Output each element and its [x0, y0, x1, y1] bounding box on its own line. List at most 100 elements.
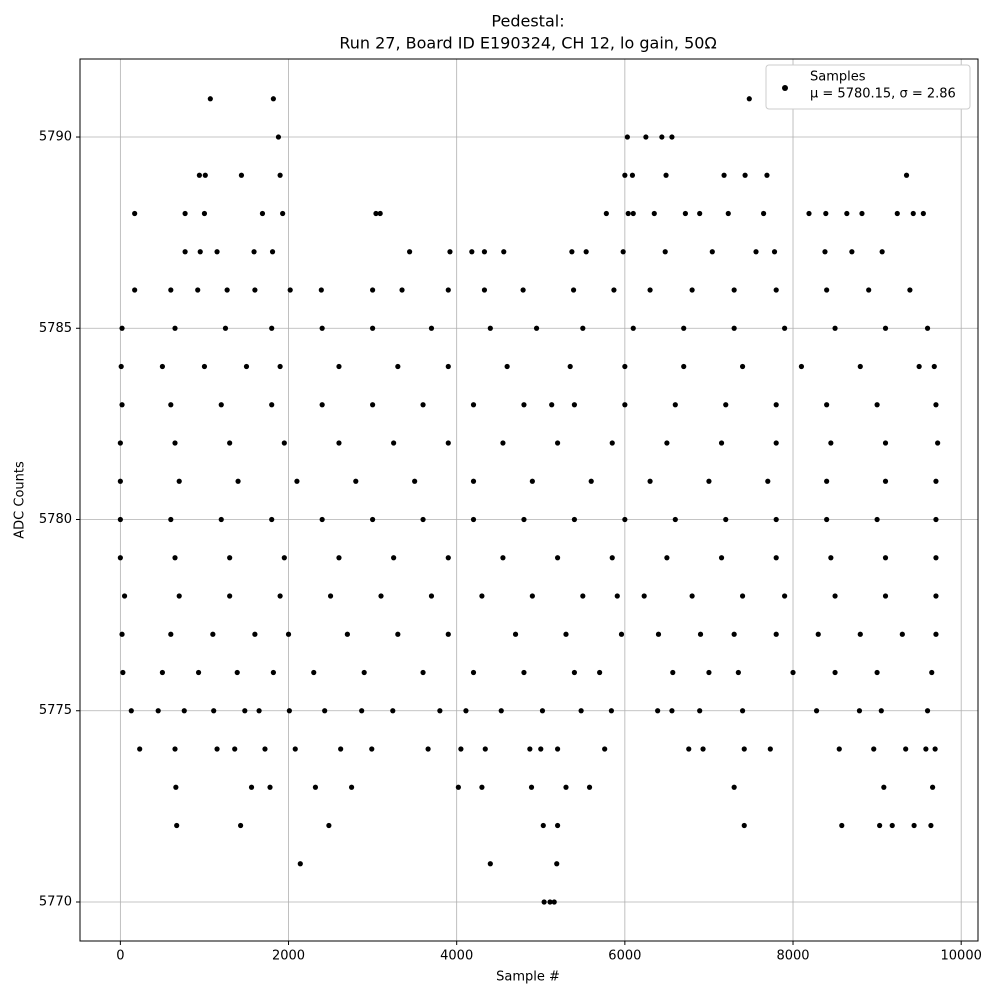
sample-point [270, 96, 276, 102]
sample-point [277, 593, 283, 599]
sample-point [262, 746, 268, 752]
y-tick-label: 5775 [39, 703, 72, 718]
sample-point [824, 516, 830, 523]
sample-point [173, 784, 179, 790]
sample-point [197, 249, 203, 255]
sample-point [252, 631, 258, 637]
sample-point [252, 287, 258, 293]
sample-point [741, 746, 747, 752]
sample-point [437, 708, 443, 714]
sample-point [824, 402, 830, 408]
sample-point [361, 669, 367, 676]
sample-point [554, 861, 560, 867]
y-tick-label: 5785 [39, 321, 72, 336]
sample-point [882, 440, 889, 446]
sample-point [664, 555, 670, 561]
sample-point [882, 325, 889, 331]
sample-point [119, 325, 125, 331]
sample-point [824, 478, 830, 484]
sample-point [773, 516, 779, 523]
sample-point [218, 402, 224, 408]
sample-point [910, 210, 916, 217]
sample-point [689, 287, 695, 293]
sample-point [725, 210, 731, 217]
sample-point [445, 287, 451, 293]
sample-point [326, 822, 332, 829]
sample-point [823, 210, 829, 217]
sample-point [597, 669, 603, 676]
sample-point [771, 249, 778, 255]
plot-frame [79, 58, 979, 942]
sample-point [286, 708, 292, 714]
sample-point [815, 631, 821, 637]
sample-point [277, 172, 283, 178]
legend-entry: Samples [810, 70, 866, 85]
sample-point [227, 555, 233, 561]
sample-point [181, 708, 187, 714]
sample-point [370, 287, 376, 293]
sample-point [174, 822, 180, 829]
sample-point [232, 746, 238, 752]
sample-point [718, 440, 725, 446]
sample-point [871, 746, 877, 752]
sample-point [813, 708, 820, 714]
sample-point [155, 708, 161, 714]
sample-point [512, 631, 519, 637]
legend-marker [782, 85, 788, 91]
sample-point [235, 478, 241, 484]
sample-point [336, 555, 342, 561]
sample-point [455, 784, 461, 790]
sample-point [234, 669, 240, 676]
legend: Samples μ = 5780.15, σ = 2.86 [765, 64, 971, 110]
sample-point [549, 402, 555, 408]
y-axis-label: ADC Counts [13, 461, 28, 539]
sample-point [520, 287, 526, 293]
sample-point [629, 172, 636, 178]
sample-point [172, 325, 178, 331]
sample-point [445, 440, 451, 446]
sample-point [697, 210, 703, 217]
sample-point [117, 516, 123, 523]
sample-point [420, 402, 426, 408]
sample-point [521, 402, 527, 408]
chart-subtitle: Run 27, Board ID E190324, CH 12, lo gain… [339, 34, 716, 53]
sample-point [603, 210, 609, 217]
sample-point [624, 134, 630, 140]
grid [80, 59, 978, 941]
sample-point [121, 593, 128, 599]
sample-point [311, 669, 317, 676]
sample-point [211, 708, 217, 714]
sample-point [578, 708, 584, 714]
sample-point [168, 516, 174, 523]
sample-point [120, 669, 126, 676]
sample-point [481, 287, 488, 293]
sample-point [482, 746, 488, 752]
sample-point [373, 210, 379, 217]
sample-point [721, 172, 727, 178]
sample-point [866, 287, 872, 293]
x-tick-label: 4000 [440, 949, 473, 964]
sample-point [709, 249, 715, 255]
sample-point [641, 593, 647, 599]
sample-point [931, 363, 937, 370]
sample-point [609, 440, 615, 446]
x-tick-label: 10000 [941, 949, 982, 964]
sample-point [285, 631, 292, 637]
sample-point [207, 96, 213, 102]
sample-point [571, 516, 578, 523]
sample-point [222, 325, 229, 331]
sample-point [857, 363, 863, 370]
sample-point [932, 746, 938, 752]
sample-point [731, 325, 737, 331]
sample-point [224, 287, 230, 293]
sample-point [538, 746, 544, 752]
sample-point [903, 172, 910, 178]
sample-point [445, 363, 451, 370]
sample-point [924, 708, 931, 714]
sample-point [828, 555, 834, 561]
sample-point [428, 593, 435, 599]
sample-point [118, 363, 124, 370]
sample-point [614, 593, 620, 599]
sample-point [248, 784, 255, 790]
sample-point [259, 210, 266, 217]
